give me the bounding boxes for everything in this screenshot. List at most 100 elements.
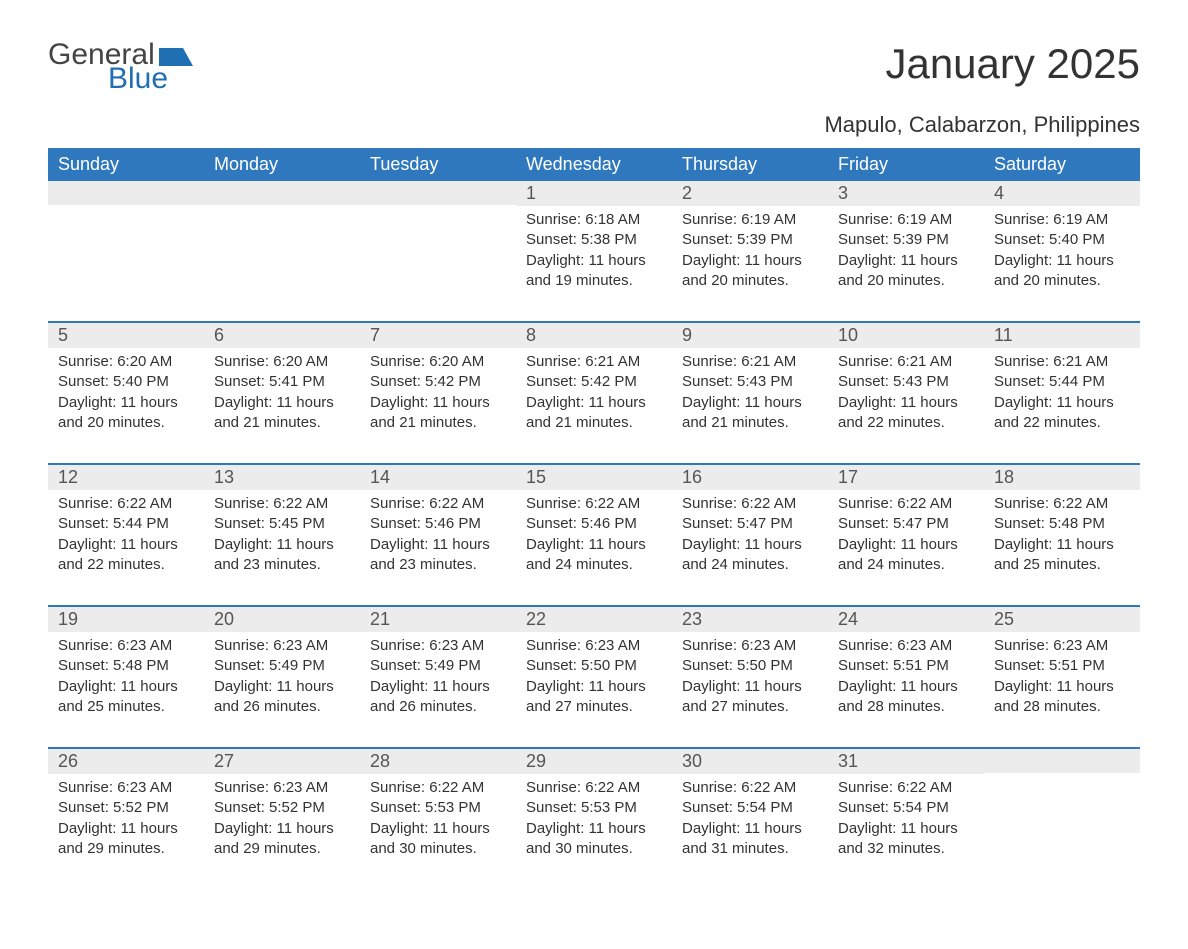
daylight-text-line2: and 26 minutes.: [370, 697, 506, 717]
daylight-text-line2: and 20 minutes.: [58, 413, 194, 433]
sunrise-text: Sunrise: 6:20 AM: [370, 352, 506, 372]
day-details: Sunrise: 6:19 AMSunset: 5:39 PMDaylight:…: [672, 206, 828, 291]
daylight-text-line2: and 26 minutes.: [214, 697, 350, 717]
sunrise-text: Sunrise: 6:22 AM: [370, 778, 506, 798]
daylight-text-line1: Daylight: 11 hours: [994, 251, 1130, 271]
day-cell: 14Sunrise: 6:22 AMSunset: 5:46 PMDayligh…: [360, 465, 516, 605]
daylight-text-line2: and 22 minutes.: [58, 555, 194, 575]
day-details: Sunrise: 6:22 AMSunset: 5:48 PMDaylight:…: [984, 490, 1140, 575]
daylight-text-line1: Daylight: 11 hours: [370, 393, 506, 413]
day-number: 28: [360, 749, 516, 774]
day-number: 5: [48, 323, 204, 348]
day-number: 27: [204, 749, 360, 774]
daylight-text-line1: Daylight: 11 hours: [214, 393, 350, 413]
sunset-text: Sunset: 5:42 PM: [370, 372, 506, 392]
sunrise-text: Sunrise: 6:22 AM: [526, 494, 662, 514]
day-cell: 19Sunrise: 6:23 AMSunset: 5:48 PMDayligh…: [48, 607, 204, 747]
weekday-header-row: Sunday Monday Tuesday Wednesday Thursday…: [48, 148, 1140, 181]
day-number: 24: [828, 607, 984, 632]
sunrise-text: Sunrise: 6:23 AM: [994, 636, 1130, 656]
day-details: Sunrise: 6:23 AMSunset: 5:51 PMDaylight:…: [984, 632, 1140, 717]
sunset-text: Sunset: 5:50 PM: [682, 656, 818, 676]
sunrise-text: Sunrise: 6:23 AM: [214, 778, 350, 798]
day-number: [204, 181, 360, 205]
sunset-text: Sunset: 5:44 PM: [994, 372, 1130, 392]
daylight-text-line1: Daylight: 11 hours: [526, 819, 662, 839]
day-cell: 31Sunrise: 6:22 AMSunset: 5:54 PMDayligh…: [828, 749, 984, 889]
sunset-text: Sunset: 5:49 PM: [214, 656, 350, 676]
daylight-text-line1: Daylight: 11 hours: [526, 677, 662, 697]
top-bar: General Blue January 2025: [48, 40, 1140, 94]
sunrise-text: Sunrise: 6:18 AM: [526, 210, 662, 230]
day-cell: 18Sunrise: 6:22 AMSunset: 5:48 PMDayligh…: [984, 465, 1140, 605]
sunset-text: Sunset: 5:53 PM: [526, 798, 662, 818]
sunrise-text: Sunrise: 6:20 AM: [58, 352, 194, 372]
daylight-text-line2: and 28 minutes.: [994, 697, 1130, 717]
day-details: Sunrise: 6:22 AMSunset: 5:44 PMDaylight:…: [48, 490, 204, 575]
daylight-text-line1: Daylight: 11 hours: [370, 819, 506, 839]
day-cell: [204, 181, 360, 321]
sunset-text: Sunset: 5:42 PM: [526, 372, 662, 392]
sunset-text: Sunset: 5:46 PM: [370, 514, 506, 534]
day-cell: 3Sunrise: 6:19 AMSunset: 5:39 PMDaylight…: [828, 181, 984, 321]
daylight-text-line2: and 20 minutes.: [682, 271, 818, 291]
week-row: 26Sunrise: 6:23 AMSunset: 5:52 PMDayligh…: [48, 747, 1140, 889]
day-details: Sunrise: 6:20 AMSunset: 5:41 PMDaylight:…: [204, 348, 360, 433]
day-details: Sunrise: 6:23 AMSunset: 5:49 PMDaylight:…: [204, 632, 360, 717]
sunset-text: Sunset: 5:48 PM: [58, 656, 194, 676]
day-cell: 21Sunrise: 6:23 AMSunset: 5:49 PMDayligh…: [360, 607, 516, 747]
day-details: Sunrise: 6:21 AMSunset: 5:43 PMDaylight:…: [672, 348, 828, 433]
sunrise-text: Sunrise: 6:19 AM: [838, 210, 974, 230]
day-cell: 11Sunrise: 6:21 AMSunset: 5:44 PMDayligh…: [984, 323, 1140, 463]
daylight-text-line2: and 30 minutes.: [526, 839, 662, 859]
sunset-text: Sunset: 5:52 PM: [214, 798, 350, 818]
day-cell: 13Sunrise: 6:22 AMSunset: 5:45 PMDayligh…: [204, 465, 360, 605]
day-details: Sunrise: 6:21 AMSunset: 5:42 PMDaylight:…: [516, 348, 672, 433]
weekday-header: Friday: [828, 148, 984, 181]
day-details: Sunrise: 6:22 AMSunset: 5:53 PMDaylight:…: [516, 774, 672, 859]
day-details: Sunrise: 6:23 AMSunset: 5:50 PMDaylight:…: [516, 632, 672, 717]
day-number: 29: [516, 749, 672, 774]
sunset-text: Sunset: 5:45 PM: [214, 514, 350, 534]
weekday-header: Tuesday: [360, 148, 516, 181]
sunrise-text: Sunrise: 6:23 AM: [370, 636, 506, 656]
sunrise-text: Sunrise: 6:23 AM: [838, 636, 974, 656]
daylight-text-line1: Daylight: 11 hours: [682, 677, 818, 697]
day-number: 7: [360, 323, 516, 348]
daylight-text-line1: Daylight: 11 hours: [526, 251, 662, 271]
day-number: 25: [984, 607, 1140, 632]
sunrise-text: Sunrise: 6:23 AM: [526, 636, 662, 656]
day-number: 1: [516, 181, 672, 206]
day-number: 23: [672, 607, 828, 632]
sunset-text: Sunset: 5:47 PM: [838, 514, 974, 534]
day-details: Sunrise: 6:23 AMSunset: 5:52 PMDaylight:…: [48, 774, 204, 859]
sunrise-text: Sunrise: 6:21 AM: [682, 352, 818, 372]
sunrise-text: Sunrise: 6:22 AM: [682, 494, 818, 514]
day-details: Sunrise: 6:22 AMSunset: 5:46 PMDaylight:…: [516, 490, 672, 575]
day-cell: 30Sunrise: 6:22 AMSunset: 5:54 PMDayligh…: [672, 749, 828, 889]
day-cell: 22Sunrise: 6:23 AMSunset: 5:50 PMDayligh…: [516, 607, 672, 747]
day-cell: 16Sunrise: 6:22 AMSunset: 5:47 PMDayligh…: [672, 465, 828, 605]
day-details: Sunrise: 6:22 AMSunset: 5:47 PMDaylight:…: [672, 490, 828, 575]
day-number: 31: [828, 749, 984, 774]
day-details: Sunrise: 6:20 AMSunset: 5:40 PMDaylight:…: [48, 348, 204, 433]
sunset-text: Sunset: 5:41 PM: [214, 372, 350, 392]
sunset-text: Sunset: 5:39 PM: [838, 230, 974, 250]
brand-text-blue: Blue: [108, 64, 193, 94]
daylight-text-line1: Daylight: 11 hours: [370, 535, 506, 555]
sunrise-text: Sunrise: 6:23 AM: [682, 636, 818, 656]
day-details: Sunrise: 6:23 AMSunset: 5:50 PMDaylight:…: [672, 632, 828, 717]
day-cell: [48, 181, 204, 321]
daylight-text-line1: Daylight: 11 hours: [838, 393, 974, 413]
day-details: Sunrise: 6:22 AMSunset: 5:53 PMDaylight:…: [360, 774, 516, 859]
day-cell: 8Sunrise: 6:21 AMSunset: 5:42 PMDaylight…: [516, 323, 672, 463]
daylight-text-line2: and 23 minutes.: [370, 555, 506, 575]
day-number: [360, 181, 516, 205]
daylight-text-line2: and 22 minutes.: [838, 413, 974, 433]
sunrise-text: Sunrise: 6:21 AM: [838, 352, 974, 372]
sunset-text: Sunset: 5:43 PM: [682, 372, 818, 392]
day-number: 30: [672, 749, 828, 774]
daylight-text-line2: and 20 minutes.: [994, 271, 1130, 291]
sunset-text: Sunset: 5:40 PM: [58, 372, 194, 392]
daylight-text-line1: Daylight: 11 hours: [214, 535, 350, 555]
